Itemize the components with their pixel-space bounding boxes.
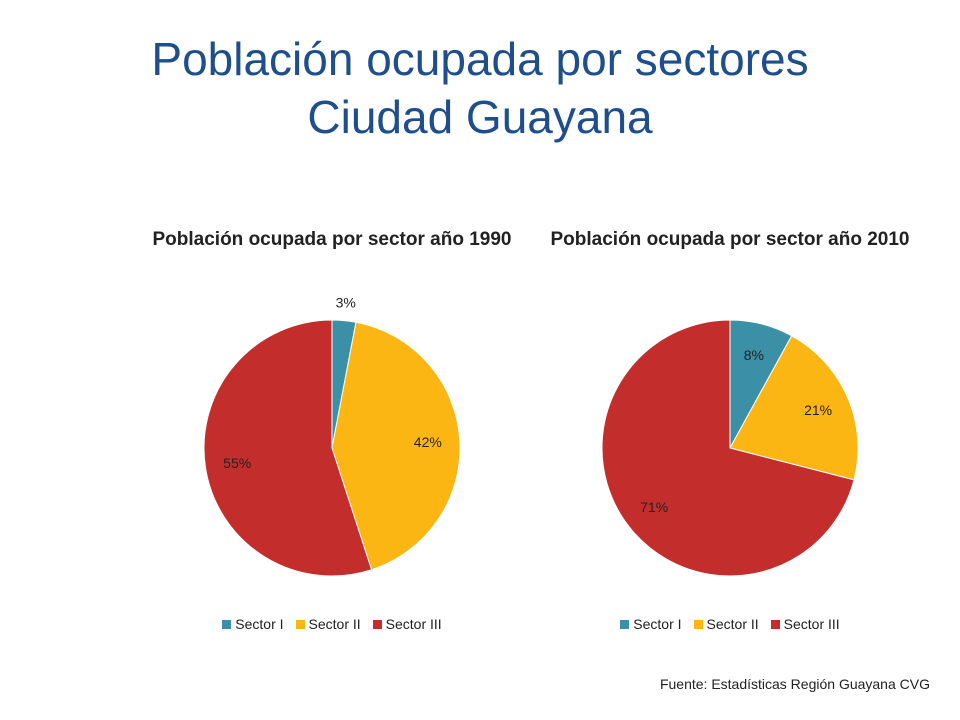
slide-title-line-1: Población ocupada por sectores (151, 33, 809, 85)
chart-legend: Sector I Sector II Sector III (530, 616, 930, 632)
legend-swatch (295, 619, 305, 629)
legend-item-sector-3: Sector III (372, 616, 442, 632)
pie-svg: 8% 21% 71% (601, 319, 859, 577)
legend-swatch (222, 619, 232, 629)
pie-data-label-sector-1: 3% (336, 295, 356, 311)
legend-swatch (770, 619, 780, 629)
slide-title-line-2: Ciudad Guayana (307, 91, 653, 143)
pie-data-label-sector-1: 8% (744, 347, 764, 363)
chart-title: Población ocupada por sector año 1990 (152, 229, 512, 250)
chart-legend: Sector I Sector II Sector III (132, 616, 532, 632)
legend-item-sector-2: Sector II (295, 616, 361, 632)
legend-item-sector-1: Sector I (620, 616, 682, 632)
pie-slice-sector-3 (601, 319, 855, 577)
legend-swatch (372, 619, 382, 629)
legend-label: Sector II (706, 616, 759, 632)
legend-label: Sector III (783, 616, 840, 632)
source-note: Fuente: Estadísticas Región Guayana CVG (659, 676, 930, 692)
pie-slice-sector-3 (203, 319, 373, 577)
chart-title: Población ocupada por sector año 2010 (550, 229, 910, 250)
legend-swatch (620, 619, 630, 629)
slide-title: Población ocupada por sectores Ciudad Gu… (0, 30, 960, 146)
legend-label: Sector I (633, 616, 682, 632)
pie-data-label-sector-3: 71% (640, 499, 668, 515)
pie-data-label-sector-2: 21% (804, 402, 832, 418)
pie-slice-sector-2 (331, 321, 461, 571)
pie-data-label-sector-3: 55% (223, 455, 251, 471)
legend-label: Sector II (308, 616, 361, 632)
pie-svg: 3% 42% 55% (203, 295, 461, 577)
pie-chart-2010: Población ocupada por sector año 2010 8%… (530, 222, 930, 642)
legend-item-sector-3: Sector III (770, 616, 840, 632)
legend-label: Sector III (385, 616, 442, 632)
pie-chart-1990: Población ocupada por sector año 1990 3%… (132, 222, 532, 642)
legend-swatch (693, 619, 703, 629)
legend-label: Sector I (235, 616, 284, 632)
pie-data-label-sector-2: 42% (414, 434, 442, 450)
legend-item-sector-2: Sector II (693, 616, 759, 632)
legend-item-sector-1: Sector I (222, 616, 284, 632)
pie-slice-sector-2 (729, 335, 859, 481)
